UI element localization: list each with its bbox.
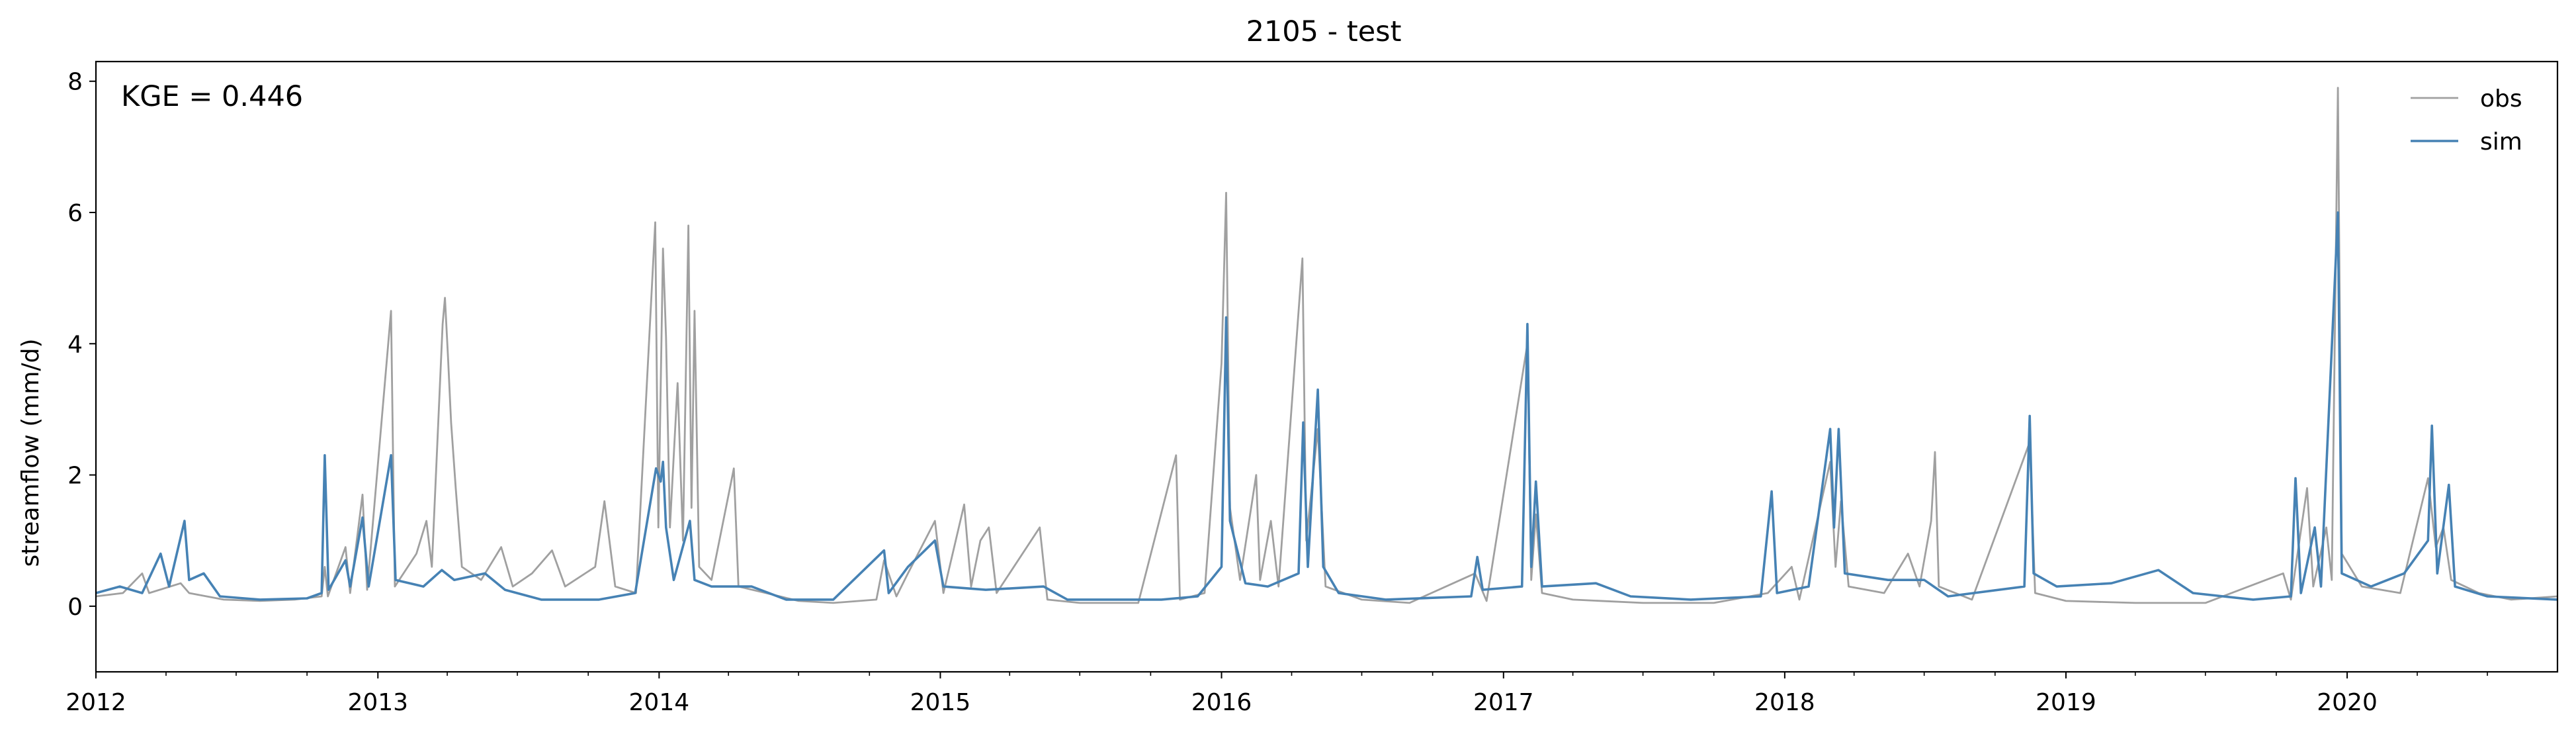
x-tick-label: 2019 [2036,689,2096,716]
axes-frame [95,60,2559,673]
x-tick-label: 2014 [629,689,690,716]
y-tick-label: 2 [67,463,83,490]
y-tick-label: 0 [67,594,83,621]
x-tick-label: 2012 [65,689,126,716]
x-tick-label: 2017 [1473,689,1534,716]
y-tick-label: 6 [67,200,83,227]
x-tick-label: 2013 [347,689,408,716]
legend-label-sim: sim [2480,128,2522,156]
plot-area: 0 2 4 6 8 2012 2013 2014 2015 2016 2017 2018 2019 202… [65,60,2559,716]
chart-title: 2105 - test [1246,15,1402,48]
x-tick-label: 2020 [2317,689,2378,716]
legend-label-obs: obs [2480,85,2522,113]
y-tick-label: 4 [67,331,83,358]
series-line-sim [95,211,2558,601]
x-tick-label: 2016 [1191,689,1252,716]
x-tick-label: 2015 [910,689,971,716]
y-tick-label: 8 [67,69,83,96]
y-axis-label: streamflow (mm/d) [17,339,44,567]
kge-annotation: KGE = 0.446 [121,80,303,113]
x-tick-label: 2018 [1754,689,1815,716]
series-line-obs [95,87,2558,604]
